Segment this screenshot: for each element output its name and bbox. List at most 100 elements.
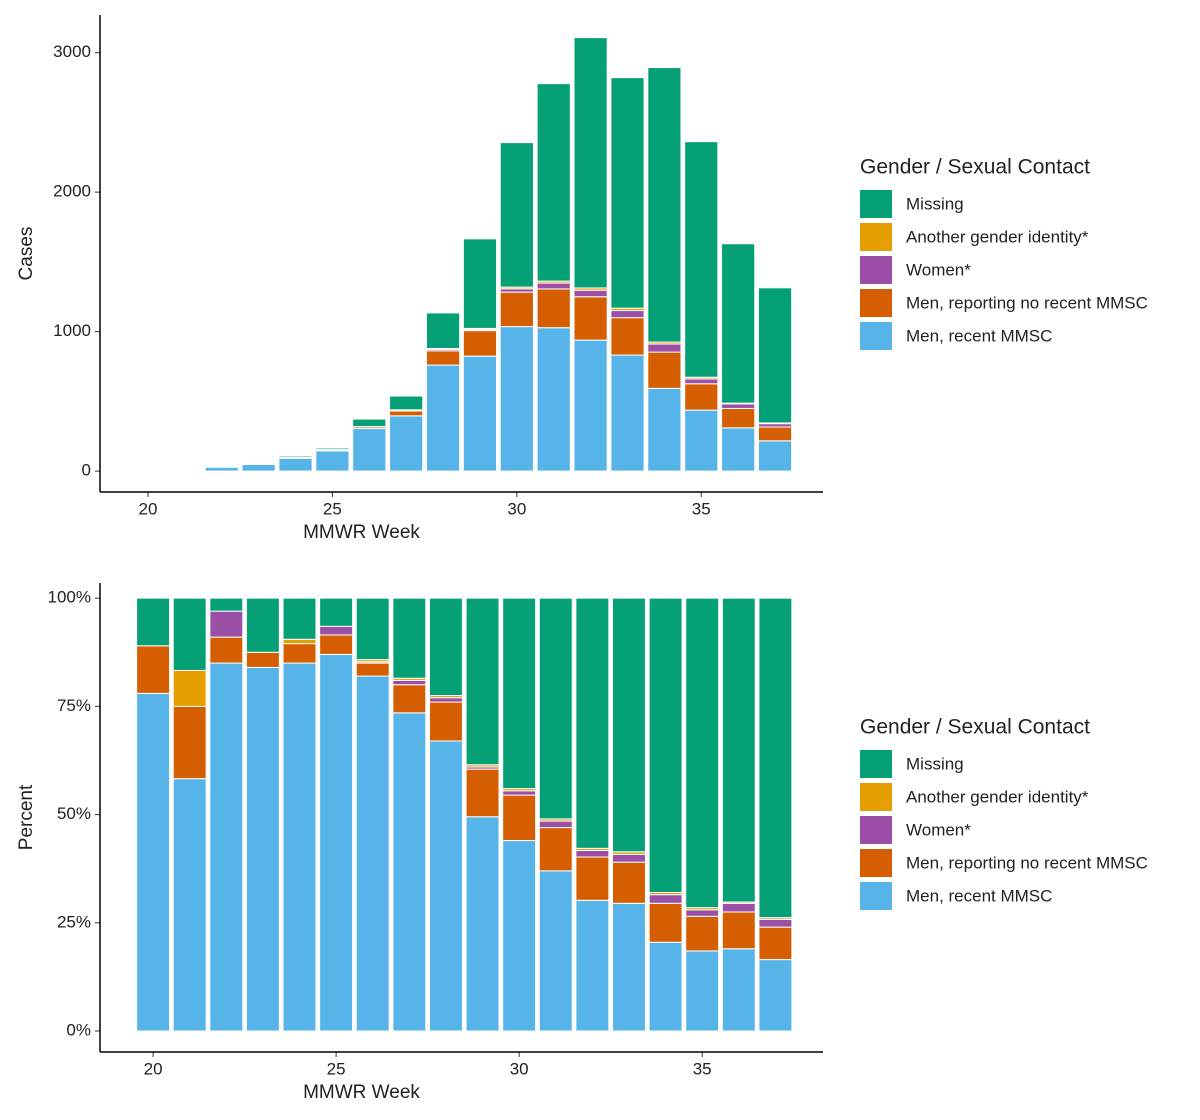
legend-label: Men, recent MMSC (906, 326, 1052, 345)
bar-segment (538, 597, 573, 820)
bar-segment (538, 827, 573, 872)
legend-label: Women* (906, 820, 971, 839)
bar-segment (721, 407, 756, 429)
bar-segment (462, 355, 498, 472)
bar-segment (465, 816, 500, 1032)
bar-segment (721, 243, 756, 404)
bar-segment (536, 83, 571, 282)
bar-segment (647, 351, 682, 389)
bar-segment (209, 610, 244, 638)
legend-key (860, 849, 892, 877)
bar-segment (757, 440, 793, 472)
bar-segment (757, 287, 793, 424)
y-axis-title: Cases (16, 227, 37, 281)
bar-segment (389, 415, 424, 472)
bar-segment (355, 675, 390, 1032)
x-tick-label: 20 (138, 499, 157, 518)
y-axis-title: Percent (16, 784, 37, 850)
y-tick-label: 50% (57, 804, 91, 823)
x-tick-label: 35 (693, 1059, 712, 1078)
bar-segment (573, 296, 608, 341)
bar-segment (499, 326, 534, 472)
bar-segment (538, 820, 573, 829)
bar-segment (757, 423, 793, 428)
y-tick-label: 2000 (53, 182, 91, 201)
legend-key (860, 289, 892, 317)
legend-label: Missing (906, 754, 964, 773)
bar-segment (245, 666, 280, 1032)
bar-segment (721, 902, 756, 913)
legend-label: Men, reporting no recent MMSC (906, 293, 1148, 312)
bar-segment (757, 426, 793, 442)
bar-segment (612, 853, 646, 863)
bar-segment (319, 597, 354, 627)
bar-segment (425, 312, 461, 349)
bar-segment (462, 238, 498, 329)
bar-segment (721, 427, 756, 472)
bar-segment (392, 679, 427, 686)
bar-segment (315, 450, 350, 472)
bar-segment (204, 466, 239, 472)
bar-segment (758, 959, 793, 1032)
bar-segment (209, 662, 244, 1032)
legend-key (860, 256, 892, 284)
x-axis-title: MMWR Week (303, 1082, 420, 1103)
bar-segment (282, 643, 317, 664)
bar-segment (536, 288, 571, 329)
bar-segment (647, 67, 682, 343)
bar-segment (758, 597, 793, 919)
bar-segment (648, 941, 683, 1032)
bar-segment (502, 794, 537, 842)
bar-segment (502, 840, 537, 1032)
bar-segment (352, 428, 387, 472)
bar-segment (428, 740, 463, 1032)
legend-label: Men, recent MMSC (906, 886, 1052, 905)
bar-segment (428, 697, 463, 703)
legend-key (860, 223, 892, 251)
bar-segment (462, 330, 498, 357)
bar-segment (648, 894, 683, 904)
bar-segment (465, 768, 500, 818)
bar-segment (499, 291, 534, 328)
bar-segment (758, 926, 793, 961)
bar-segment (685, 909, 720, 917)
x-tick-label: 20 (144, 1059, 163, 1078)
bar-segment (172, 669, 207, 707)
bar-segment (428, 701, 463, 742)
bar-segment (425, 364, 461, 472)
bar-segment (573, 339, 608, 472)
bar-segment (648, 902, 683, 943)
x-axis-title: MMWR Week (303, 522, 420, 543)
bar-segment (172, 778, 207, 1032)
y-tick-label: 0 (82, 461, 91, 480)
legend-key (860, 190, 892, 218)
bar-segment (685, 950, 720, 1032)
bar-segment (573, 289, 608, 298)
bar-segment (209, 597, 244, 612)
bar-segment (499, 142, 534, 288)
y-tick-label: 3000 (53, 42, 91, 61)
y-tick-label: 100% (48, 588, 91, 607)
bar-segment (319, 625, 354, 636)
bar-segment (282, 597, 317, 640)
bar-segment (575, 850, 610, 858)
legend-label: Another gender identity* (906, 227, 1089, 246)
bar-segment (282, 662, 317, 1032)
x-tick-label: 25 (323, 499, 342, 518)
bar-segment (721, 597, 756, 903)
bar-segment (315, 447, 350, 451)
legend-title: Gender / Sexual Contact (860, 156, 1090, 179)
bar-segment (241, 462, 276, 465)
bar-segment (612, 902, 646, 1032)
bar-segment (389, 395, 424, 411)
bar-segment (610, 77, 645, 309)
bar-segment (319, 634, 354, 655)
bar-segment (136, 645, 171, 694)
bar-segment (392, 597, 427, 679)
bar-segment (245, 651, 280, 668)
bar-segment (575, 597, 610, 849)
x-tick-label: 35 (692, 499, 711, 518)
bar-segment (610, 354, 645, 472)
legend-key (860, 322, 892, 350)
